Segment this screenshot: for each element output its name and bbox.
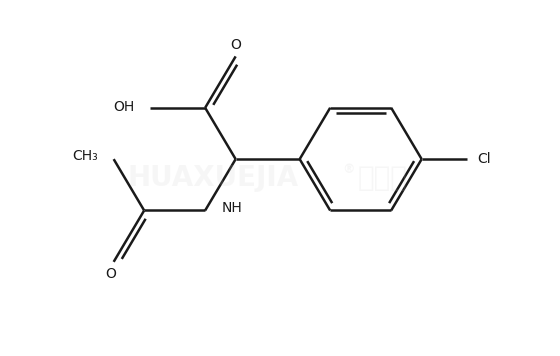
Text: HUAXUEJIA: HUAXUEJIA [128,164,299,192]
Text: NH: NH [222,201,242,215]
Text: CH₃: CH₃ [72,150,98,163]
Text: 化学加: 化学加 [358,164,408,192]
Text: O: O [230,37,241,52]
Text: Cl: Cl [477,152,491,166]
Text: ®: ® [343,163,355,176]
Text: OH: OH [114,100,135,114]
Text: O: O [105,267,116,281]
